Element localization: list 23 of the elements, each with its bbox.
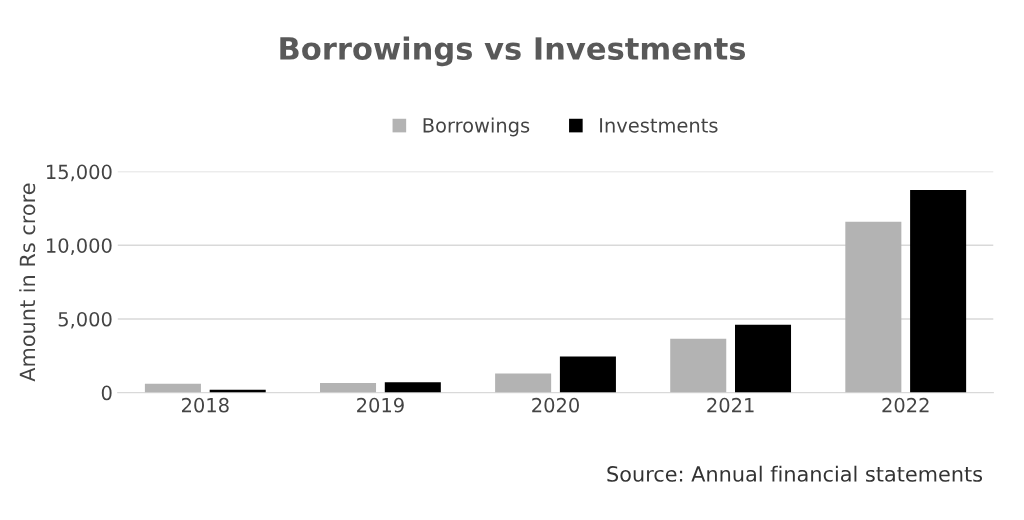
x-tick-label: 2021	[707, 397, 754, 413]
source-note: Source: Annual financial statements	[607, 465, 983, 482]
y-tick-label: 10,000	[47, 238, 112, 255]
bar	[144, 383, 201, 393]
y-tick-label: 5,000	[58, 311, 112, 329]
y-tick-label: 15,000	[47, 164, 112, 182]
y-axis-title: Amount in Rs crore	[19, 183, 36, 382]
bar	[495, 373, 552, 393]
bar	[910, 190, 967, 393]
legend-label: Investments	[600, 118, 718, 133]
x-tick-label: 2020	[532, 397, 579, 413]
chart-title: Borrowings vs Investments	[280, 36, 746, 67]
bar	[670, 338, 727, 393]
x-tick-label: 2018	[181, 397, 229, 413]
legend-label: Borrowings	[423, 117, 530, 137]
bar	[845, 221, 902, 393]
x-tick-label: 2019	[357, 397, 404, 413]
bar	[735, 324, 792, 393]
x-tick-label: 2022	[882, 397, 929, 413]
bar	[559, 356, 616, 393]
bar	[320, 383, 377, 393]
bar	[384, 382, 441, 393]
y-tick-label: 0	[101, 385, 112, 401]
